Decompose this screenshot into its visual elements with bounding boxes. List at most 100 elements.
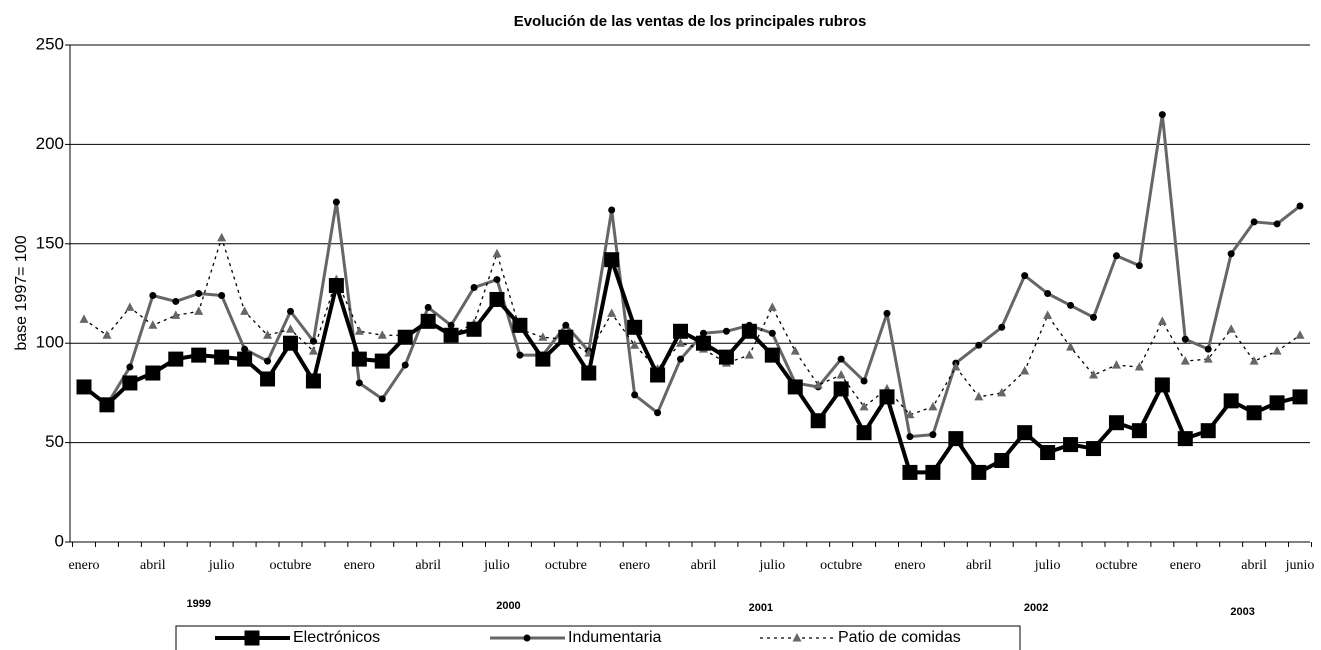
x-tick-label: abril xyxy=(415,558,441,573)
data-point xyxy=(562,321,570,329)
data-point xyxy=(1246,405,1262,421)
y-tick-label: 50 xyxy=(45,432,64,451)
data-point xyxy=(489,291,505,307)
data-point xyxy=(1226,324,1236,333)
legend-box xyxy=(175,625,1021,650)
data-point xyxy=(1181,335,1189,343)
data-point xyxy=(718,349,734,365)
data-point xyxy=(194,306,204,315)
data-point xyxy=(538,332,548,341)
x-tick-label: enero xyxy=(1170,558,1201,573)
data-point xyxy=(1086,441,1102,457)
x-tick-label: enero xyxy=(619,558,650,573)
data-point xyxy=(906,433,914,441)
data-point xyxy=(535,351,551,367)
data-point xyxy=(1131,423,1147,439)
data-point xyxy=(420,313,436,329)
data-point xyxy=(741,323,757,339)
data-point xyxy=(354,326,364,335)
data-point xyxy=(998,323,1006,331)
data-point xyxy=(833,381,849,397)
data-point xyxy=(1204,345,1212,353)
data-point xyxy=(1200,423,1216,439)
data-point xyxy=(1044,290,1052,297)
year-label: 2002 xyxy=(1024,602,1048,614)
data-point xyxy=(148,320,158,329)
data-point xyxy=(282,335,298,351)
data-point xyxy=(673,323,689,339)
year-label: 2003 xyxy=(1230,606,1254,618)
data-point xyxy=(309,337,317,345)
y-tick-label: 200 xyxy=(36,134,64,153)
data-point xyxy=(925,464,941,480)
x-tick-label: julio xyxy=(483,558,510,573)
data-point xyxy=(676,338,686,347)
x-tick-label: enero xyxy=(344,558,375,573)
data-point xyxy=(1295,330,1305,339)
data-point xyxy=(264,357,272,365)
data-point xyxy=(351,351,367,367)
data-point xyxy=(512,317,528,333)
data-point xyxy=(1112,252,1120,260)
data-point xyxy=(677,355,685,363)
data-point xyxy=(1269,395,1285,411)
data-point xyxy=(397,329,413,345)
data-point xyxy=(401,361,409,369)
data-point xyxy=(1180,356,1190,365)
data-point xyxy=(929,431,937,439)
data-point xyxy=(447,321,455,329)
data-point xyxy=(994,452,1010,468)
data-point xyxy=(1273,220,1281,228)
x-tick-label: abril xyxy=(1241,558,1267,573)
data-point xyxy=(1111,360,1121,369)
data-point xyxy=(1017,425,1033,441)
x-tick-label: abril xyxy=(966,558,992,573)
x-tick-label: junio xyxy=(1285,558,1315,573)
data-point xyxy=(102,330,112,339)
data-point xyxy=(286,307,294,315)
data-point xyxy=(217,232,227,242)
data-point xyxy=(1135,262,1143,270)
x-tick-label: octubre xyxy=(1095,558,1137,573)
data-point xyxy=(997,387,1007,397)
data-point xyxy=(810,413,826,429)
data-point xyxy=(1043,310,1053,319)
x-tick-label: octubre xyxy=(820,558,862,573)
data-point xyxy=(149,291,157,299)
data-point xyxy=(767,302,777,311)
data-point xyxy=(260,371,276,387)
data-point xyxy=(699,329,707,337)
data-point xyxy=(627,319,643,335)
data-point xyxy=(1040,445,1056,461)
data-point xyxy=(99,397,115,413)
year-label: 2000 xyxy=(496,600,520,612)
x-tick-label: julio xyxy=(758,558,785,573)
data-point xyxy=(902,464,918,480)
data-point xyxy=(191,347,207,363)
data-point xyxy=(1090,313,1098,321)
data-point xyxy=(695,335,711,351)
data-point xyxy=(171,310,181,319)
data-point xyxy=(443,327,459,343)
data-point xyxy=(1089,370,1099,379)
data-point xyxy=(377,330,387,339)
data-point xyxy=(466,321,482,337)
data-point xyxy=(1020,366,1030,375)
series-line xyxy=(83,113,1301,439)
data-point xyxy=(125,302,135,311)
data-point xyxy=(654,409,662,417)
data-point xyxy=(237,351,253,367)
data-point xyxy=(1067,301,1075,309)
data-point xyxy=(1227,250,1235,258)
data-point xyxy=(378,395,386,403)
data-point xyxy=(975,341,983,349)
data-point xyxy=(608,206,616,214)
data-point xyxy=(905,409,915,419)
data-point xyxy=(764,347,780,363)
data-point xyxy=(308,346,318,355)
legend-label: Patio de comidas xyxy=(838,629,961,646)
legend-label: Indumentaria xyxy=(568,629,661,646)
data-point xyxy=(214,349,230,365)
x-tick-label: abril xyxy=(140,558,166,573)
